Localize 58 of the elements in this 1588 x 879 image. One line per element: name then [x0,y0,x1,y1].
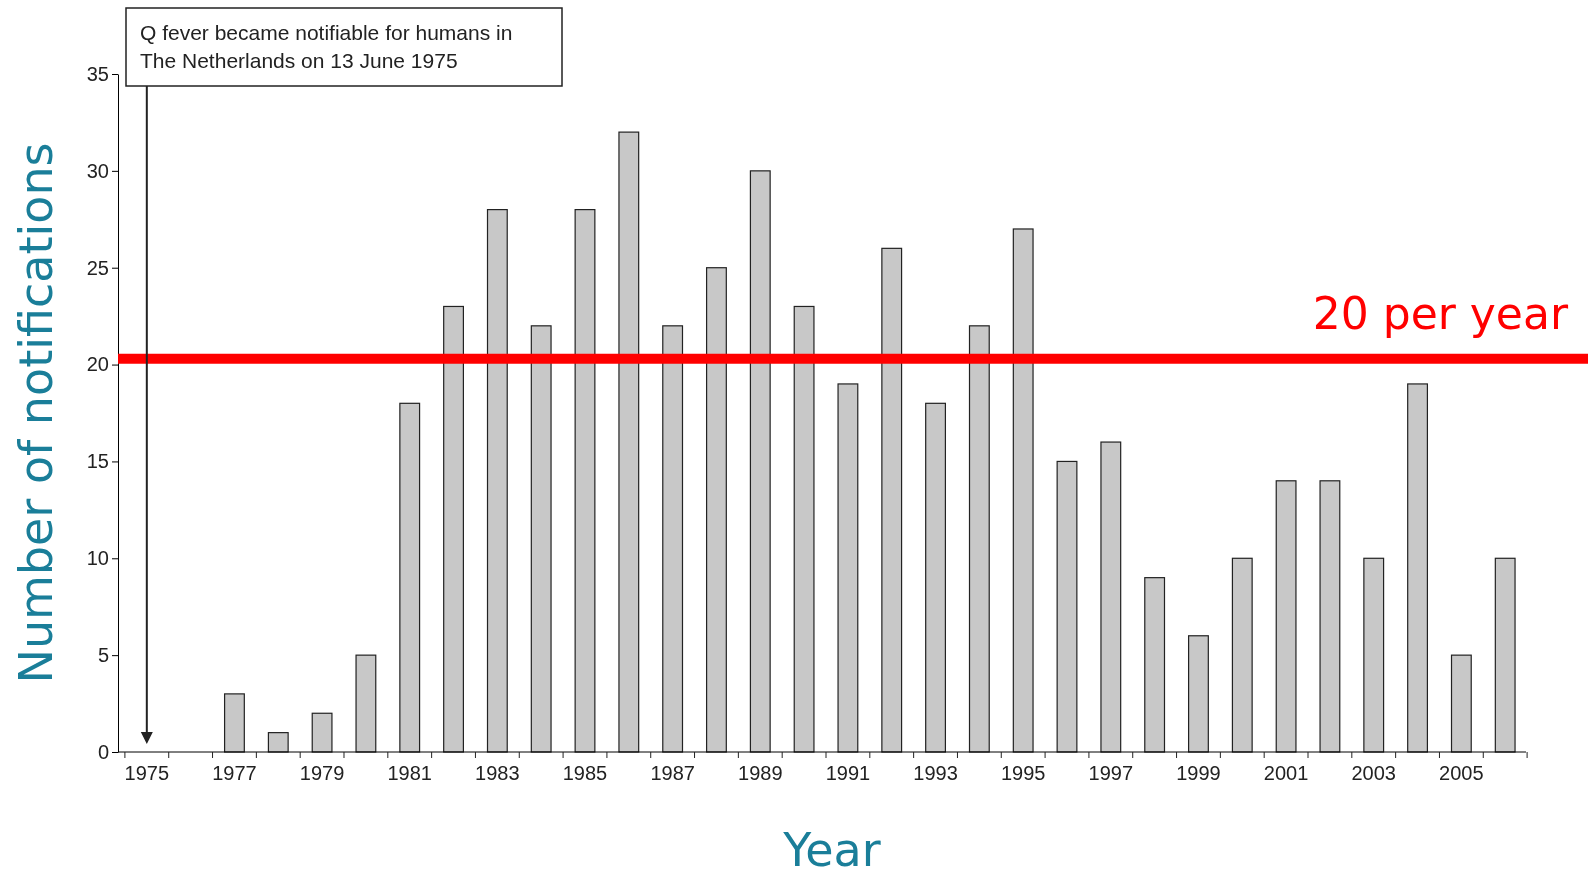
bar [618,131,640,753]
x-tick-label: 2003 [1351,762,1396,784]
x-tick-label: 1985 [562,762,608,784]
ref-line-label: 20 per year [1312,287,1569,339]
bar [311,712,333,753]
bar [1450,654,1472,753]
y-tick-label: 20 [86,353,109,376]
x-tick-label: 1999 [1176,762,1221,784]
y-tick-label: 25 [86,256,109,279]
bar [1319,480,1341,753]
bar [968,325,990,753]
x-tick-label: 1975 [124,762,170,784]
bar [1407,383,1429,753]
x-tick-label: 1977 [212,762,257,784]
bar [267,732,289,753]
x-tick-label: 1991 [825,762,871,784]
y-tick-label: 15 [86,450,109,473]
bar [1144,577,1166,753]
text: Q fever became notifiable for humans in The Netherlands on 13 June 1975 [140,21,513,72]
x-tick-label: 1989 [738,762,783,784]
bar [443,305,464,753]
y-tick-label: 5 [97,644,109,667]
bar [1012,228,1034,753]
y-tick-label: 35 [86,62,109,85]
bar [486,209,508,753]
y-axis-title: Number of notifications [9,142,63,684]
x-tick-label: 1997 [1088,762,1134,784]
x-axis-title: Year [782,823,881,877]
bar [574,209,596,753]
y-tick-label: 30 [86,159,109,182]
bar [530,325,552,753]
bar [1188,635,1209,753]
bar [706,267,727,753]
bar [793,305,815,753]
bar [1363,557,1385,753]
bar [355,654,377,753]
bar [1494,557,1516,753]
bar [399,402,421,753]
bar [1100,441,1122,753]
bar [837,383,859,753]
bar [925,402,947,753]
x-tick-label: 1981 [387,762,432,784]
bar [662,325,684,753]
bar [1056,460,1078,753]
x-tick-label: 1987 [650,762,695,784]
x-tick-label: 1979 [299,762,345,784]
bar [749,170,771,753]
y-tick-label: 0 [97,740,109,763]
bar [881,247,903,753]
x-tick-label: 1983 [475,762,520,784]
bar [1231,557,1253,753]
x-tick-label: 2001 [1263,762,1309,784]
x-tick-label: 1995 [1000,762,1046,784]
x-tick-label: 1993 [913,762,958,784]
x-tick-label: 2005 [1439,762,1484,784]
y-tick-label: 10 [86,547,109,570]
bar [223,693,245,753]
bar [1275,480,1297,753]
